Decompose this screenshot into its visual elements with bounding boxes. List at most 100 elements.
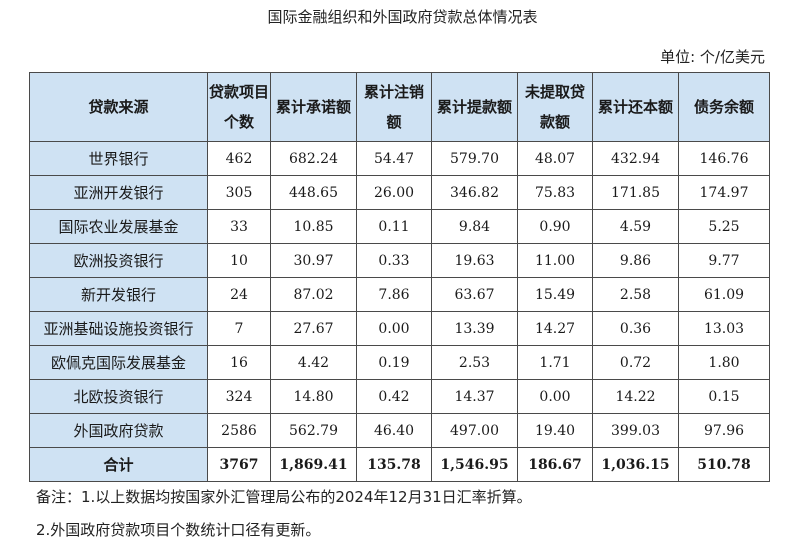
header-cell-source: 贷款来源 — [29, 72, 208, 142]
cell-disbursed: 497.00 — [431, 413, 518, 448]
cell-undisbursed: 1.71 — [517, 345, 593, 380]
cell-undisbursed: 0.00 — [517, 379, 593, 414]
cell-outstanding: 5.25 — [678, 209, 770, 244]
cell-repaid: 2.58 — [592, 277, 679, 312]
header-cell-repaid: 累计还本额 — [592, 72, 679, 142]
cell-committed: 27.67 — [270, 311, 357, 346]
cell-committed: 448.65 — [270, 175, 357, 210]
cell-source: 北欧投资银行 — [29, 379, 208, 414]
cell-disbursed: 346.82 — [431, 175, 518, 210]
table-row: 亚洲基础设施投资银行 7 27.67 0.00 13.39 14.27 0.36 13.03 — [29, 311, 770, 346]
table-row: 亚洲开发银行 305 448.65 26.00 346.82 75.83 171.85 174… — [29, 175, 770, 210]
table-row: 欧洲投资银行 10 30.97 0.33 19.63 11.00 9.86 9.77 — [29, 243, 770, 278]
header-cell-outstanding: 债务余额 — [678, 72, 770, 142]
cell-outstanding: 146.76 — [678, 141, 770, 176]
cell-project-count: 24 — [207, 277, 271, 312]
total-cell-cancelled: 135.78 — [356, 447, 432, 482]
cell-source: 国际农业发展基金 — [29, 209, 208, 244]
header-cell-committed: 累计承诺额 — [270, 72, 357, 142]
cell-source: 世界银行 — [29, 141, 208, 176]
header-cell-undisbursed: 未提取贷款额 — [517, 72, 593, 142]
table-row: 新开发银行 24 87.02 7.86 63.67 15.49 2.58 61.09 — [29, 277, 770, 312]
cell-cancelled: 46.40 — [356, 413, 432, 448]
footnote-1: 备注：1.以上数据均按国家外汇管理局公布的2024年12月31日汇率折算。 — [36, 488, 532, 506]
table-row: 国际农业发展基金 33 10.85 0.11 9.84 0.90 4.59 5.25 — [29, 209, 770, 244]
cell-cancelled: 7.86 — [356, 277, 432, 312]
cell-repaid: 9.86 — [592, 243, 679, 278]
cell-committed: 30.97 — [270, 243, 357, 278]
cell-repaid: 171.85 — [592, 175, 679, 210]
cell-project-count: 462 — [207, 141, 271, 176]
total-cell-committed: 1,869.41 — [270, 447, 357, 482]
cell-source: 亚洲开发银行 — [29, 175, 208, 210]
cell-cancelled: 0.42 — [356, 379, 432, 414]
cell-outstanding: 97.96 — [678, 413, 770, 448]
cell-source: 欧佩克国际发展基金 — [29, 345, 208, 380]
total-row: 合计 3767 1,869.41 135.78 1,546.95 186.67 1,036.… — [29, 447, 770, 482]
cell-disbursed: 14.37 — [431, 379, 518, 414]
cell-committed: 562.79 — [270, 413, 357, 448]
unit-label: 单位: 个/亿美元 — [660, 48, 765, 66]
cell-project-count: 7 — [207, 311, 271, 346]
cell-disbursed: 13.39 — [431, 311, 518, 346]
cell-committed: 14.80 — [270, 379, 357, 414]
cell-project-count: 2586 — [207, 413, 271, 448]
cell-undisbursed: 0.90 — [517, 209, 593, 244]
cell-cancelled: 26.00 — [356, 175, 432, 210]
cell-committed: 10.85 — [270, 209, 357, 244]
cell-disbursed: 19.63 — [431, 243, 518, 278]
total-cell-undisbursed: 186.67 — [517, 447, 593, 482]
table-row: 欧佩克国际发展基金 16 4.42 0.19 2.53 1.71 0.72 1.80 — [29, 345, 770, 380]
cell-committed: 682.24 — [270, 141, 357, 176]
table-title: 国际金融组织和外国政府贷款总体情况表 — [267, 8, 538, 26]
cell-cancelled: 0.00 — [356, 311, 432, 346]
cell-project-count: 33 — [207, 209, 271, 244]
total-cell-source: 合计 — [29, 447, 208, 482]
header-cell-project-count: 贷款项目个数 — [207, 72, 271, 142]
cell-cancelled: 0.33 — [356, 243, 432, 278]
cell-undisbursed: 15.49 — [517, 277, 593, 312]
cell-disbursed: 63.67 — [431, 277, 518, 312]
cell-source: 欧洲投资银行 — [29, 243, 208, 278]
cell-undisbursed: 11.00 — [517, 243, 593, 278]
cell-source: 新开发银行 — [29, 277, 208, 312]
cell-outstanding: 13.03 — [678, 311, 770, 346]
cell-undisbursed: 19.40 — [517, 413, 593, 448]
cell-repaid: 0.72 — [592, 345, 679, 380]
table-row: 外国政府贷款 2586 562.79 46.40 497.00 19.40 399.03 97… — [29, 413, 770, 448]
cell-outstanding: 61.09 — [678, 277, 770, 312]
total-cell-disbursed: 1,546.95 — [431, 447, 518, 482]
cell-project-count: 324 — [207, 379, 271, 414]
total-cell-project-count: 3767 — [207, 447, 271, 482]
table-row: 北欧投资银行 324 14.80 0.42 14.37 0.00 14.22 0.15 — [29, 379, 770, 414]
cell-repaid: 0.36 — [592, 311, 679, 346]
cell-cancelled: 0.11 — [356, 209, 432, 244]
cell-disbursed: 579.70 — [431, 141, 518, 176]
cell-repaid: 432.94 — [592, 141, 679, 176]
cell-cancelled: 0.19 — [356, 345, 432, 380]
cell-committed: 87.02 — [270, 277, 357, 312]
cell-repaid: 14.22 — [592, 379, 679, 414]
footnote-2: 2.外国政府贷款项目个数统计口径有更新。 — [36, 521, 321, 539]
cell-source: 亚洲基础设施投资银行 — [29, 311, 208, 346]
total-cell-repaid: 1,036.15 — [592, 447, 679, 482]
cell-outstanding: 0.15 — [678, 379, 770, 414]
cell-project-count: 16 — [207, 345, 271, 380]
cell-undisbursed: 48.07 — [517, 141, 593, 176]
table-row: 世界银行 462 682.24 54.47 579.70 48.07 432.94 146.7… — [29, 141, 770, 176]
cell-outstanding: 1.80 — [678, 345, 770, 380]
cell-undisbursed: 75.83 — [517, 175, 593, 210]
table-body: 世界银行 462 682.24 54.47 579.70 48.07 432.94 146.7… — [29, 141, 770, 482]
cell-cancelled: 54.47 — [356, 141, 432, 176]
header-row: 贷款来源 贷款项目个数 累计承诺额 累计注销额 累计提款额 未提取贷款额 累计还… — [29, 72, 770, 142]
loan-summary-table: 贷款来源 贷款项目个数 累计承诺额 累计注销额 累计提款额 未提取贷款额 累计还… — [29, 72, 770, 482]
cell-project-count: 10 — [207, 243, 271, 278]
cell-disbursed: 2.53 — [431, 345, 518, 380]
cell-undisbursed: 14.27 — [517, 311, 593, 346]
cell-project-count: 305 — [207, 175, 271, 210]
cell-committed: 4.42 — [270, 345, 357, 380]
cell-outstanding: 9.77 — [678, 243, 770, 278]
cell-repaid: 4.59 — [592, 209, 679, 244]
cell-source: 外国政府贷款 — [29, 413, 208, 448]
cell-outstanding: 174.97 — [678, 175, 770, 210]
